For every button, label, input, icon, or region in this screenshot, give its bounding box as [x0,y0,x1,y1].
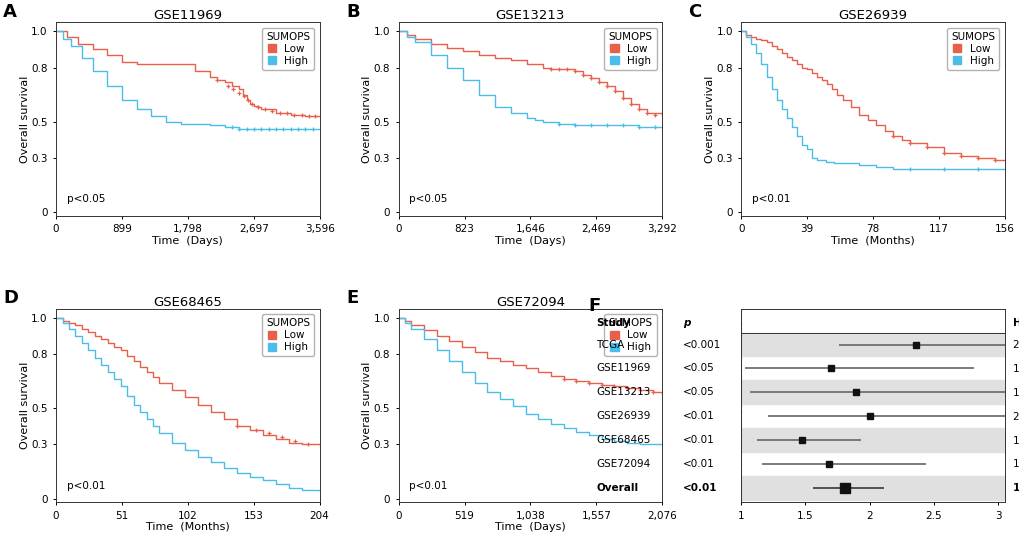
Text: p<0.01: p<0.01 [751,194,790,204]
Text: 1.47 (1.12, 1.93): 1.47 (1.12, 1.93) [1012,435,1019,445]
Text: GSE26939: GSE26939 [596,411,650,421]
Text: <0.01: <0.01 [683,411,714,421]
Text: 2.00 (1.21, 3.31): 2.00 (1.21, 3.31) [1012,411,1019,421]
X-axis label: Time  (Days): Time (Days) [152,235,223,246]
Text: C: C [688,3,701,21]
Text: F: F [588,297,600,315]
X-axis label: Time  (Months): Time (Months) [146,522,229,532]
Text: <0.001: <0.001 [683,339,720,349]
Text: GSE13213: GSE13213 [596,387,650,397]
Text: 1.68 (1.16, 2.44): 1.68 (1.16, 2.44) [1012,459,1019,469]
Text: p: p [683,318,690,328]
Text: E: E [345,290,358,307]
Text: GSE11969: GSE11969 [596,363,650,373]
Y-axis label: Overall survival: Overall survival [362,75,372,163]
Text: p<0.05: p<0.05 [66,194,105,204]
Text: A: A [3,3,17,21]
Text: <0.01: <0.01 [683,459,714,469]
Text: p<0.01: p<0.01 [66,480,105,490]
Title: GSE26939: GSE26939 [838,9,907,22]
Legend: Low, High: Low, High [946,27,999,70]
Title: GSE68465: GSE68465 [153,296,222,309]
Y-axis label: Overall survival: Overall survival [362,362,372,449]
Bar [741,333,1004,357]
Text: <0.01: <0.01 [683,483,717,493]
Text: 2.36 (1.76, 3.17): 2.36 (1.76, 3.17) [1012,339,1019,349]
Text: D: D [3,290,18,307]
Text: 1.70 (1.03, 2.81): 1.70 (1.03, 2.81) [1012,363,1019,373]
Text: HR (95% CI): HR (95% CI) [1012,318,1019,328]
Bar [741,381,1004,404]
Bar [741,428,1004,452]
Text: Study: Study [596,318,630,328]
Legend: Low, High: Low, High [604,27,656,70]
Title: GSE13213: GSE13213 [495,9,565,22]
Text: Overall: Overall [596,483,638,493]
X-axis label: Time  (Days): Time (Days) [494,522,566,532]
Y-axis label: Overall survival: Overall survival [19,362,30,449]
Text: <0.05: <0.05 [683,363,714,373]
Text: TCGA: TCGA [596,339,624,349]
Legend: Low, High: Low, High [604,314,656,357]
Text: B: B [345,3,360,21]
X-axis label: Time  (Months): Time (Months) [830,235,914,246]
Bar [741,476,1004,500]
Text: <0.01: <0.01 [683,435,714,445]
Legend: Low, High: Low, High [262,314,314,357]
Y-axis label: Overall survival: Overall survival [704,75,714,163]
Legend: Low, High: Low, High [262,27,314,70]
Text: p<0.01: p<0.01 [409,480,447,490]
Text: GSE72094: GSE72094 [596,459,650,469]
Text: p<0.05: p<0.05 [409,194,447,204]
Title: GSE72094: GSE72094 [495,296,565,309]
Text: <0.05: <0.05 [683,387,714,397]
Y-axis label: Overall survival: Overall survival [19,75,30,163]
Text: 1.89 (1.07, 3.33): 1.89 (1.07, 3.33) [1012,387,1019,397]
X-axis label: Time  (Days): Time (Days) [494,235,566,246]
Text: GSE68465: GSE68465 [596,435,650,445]
Text: 1.81 (1.56, 2.11): 1.81 (1.56, 2.11) [1012,483,1019,493]
Title: GSE11969: GSE11969 [153,9,222,22]
